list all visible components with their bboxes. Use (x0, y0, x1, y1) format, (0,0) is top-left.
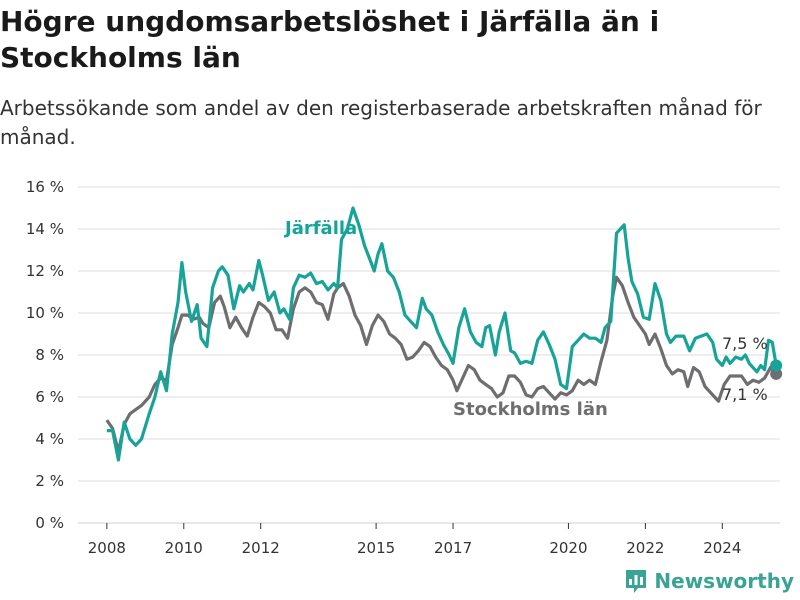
x-tick-label: 2015 (357, 539, 395, 557)
y-tick-label: 16 % (26, 178, 64, 196)
x-tick-label: 2010 (165, 539, 203, 557)
end-point-marker (770, 359, 783, 372)
y-tick-label: 10 % (26, 304, 64, 322)
y-tick-label: 0 % (35, 514, 64, 532)
end-value-label-jarfalla: 7,5 % (722, 334, 768, 353)
series-labels: Järfälla Stockholms län 7,5 % 7,1 % (283, 218, 768, 420)
end-value-label-stockholm: 7,1 % (722, 385, 768, 404)
series-label-stockholm: Stockholms län (453, 399, 608, 420)
series-line-stockholm (105, 275, 778, 454)
series-label-jarfalla: Järfälla (283, 218, 357, 239)
y-tick-label: 8 % (35, 346, 64, 364)
y-axis-ticks: 0 % 2 % 4 % 6 % 8 % 10 % 12 % 14 % 16 % (26, 178, 64, 532)
series-line-jarfalla (106, 206, 778, 462)
newsworthy-brand: Newsworthy (624, 566, 794, 596)
end-point-marker (770, 367, 783, 380)
x-tick-label: 2017 (434, 539, 472, 557)
y-tick-label: 14 % (26, 220, 64, 238)
chart-title: Högre ungdomsarbetslöshet i Järfälla än … (0, 5, 660, 74)
x-tick-label: 2012 (242, 539, 280, 557)
bar-chart-logo-icon (626, 570, 647, 593)
x-tick-label: 2008 (88, 539, 126, 557)
x-tick-label: 2020 (549, 539, 587, 557)
grid-lines (78, 186, 780, 524)
x-axis-ticks: 2008 2010 2012 2015 2017 2020 2022 2024 (88, 523, 741, 557)
x-tick-label: 2022 (626, 539, 664, 557)
y-tick-label: 6 % (35, 388, 64, 406)
x-tick-label: 2024 (703, 539, 741, 557)
series-lines (105, 206, 783, 462)
y-tick-label: 12 % (26, 262, 64, 280)
brand-name: Newsworthy (654, 569, 794, 593)
chart-subtitle: Arbetssökande som andel av den registerb… (0, 96, 762, 149)
y-tick-label: 4 % (35, 430, 64, 448)
y-tick-label: 2 % (35, 472, 64, 490)
